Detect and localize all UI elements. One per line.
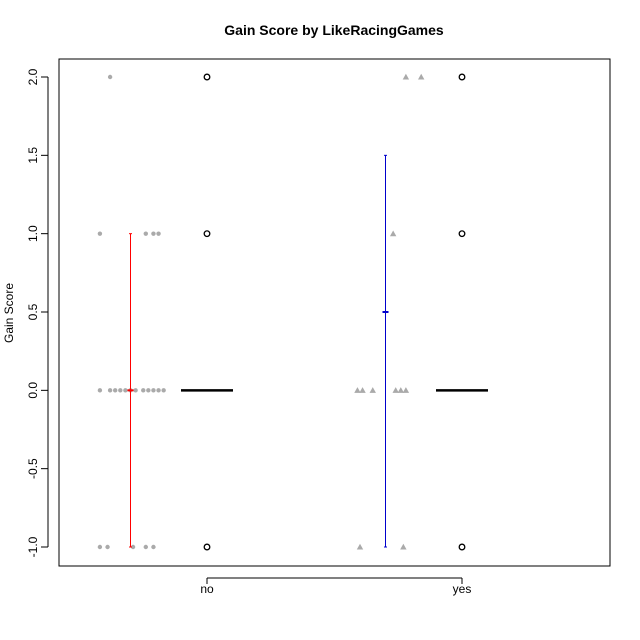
strip-point (359, 387, 366, 393)
y-tick-label: 0.5 (26, 303, 40, 320)
strip-point (369, 387, 376, 393)
strip-point (389, 230, 397, 237)
strip-point (161, 388, 166, 393)
strip-point (146, 388, 151, 393)
plot-content (97, 73, 488, 551)
strip-point (143, 231, 148, 236)
group-yes (354, 73, 488, 551)
strip-point (156, 231, 161, 236)
y-axis: -1.0 -0.5 0.0 0.5 1.0 1.5 2.0 (26, 68, 49, 557)
box-outlier (203, 230, 211, 238)
box-outlier (458, 230, 466, 238)
box-outlier (458, 543, 466, 551)
x-tick-label: yes (453, 582, 472, 596)
strip-point (356, 543, 364, 550)
strip-point (151, 388, 156, 393)
box-outlier (203, 73, 211, 81)
strip-point (123, 388, 128, 393)
strip-point (354, 387, 361, 393)
strip-point (113, 388, 118, 393)
strip-point (392, 387, 399, 393)
strip-point (105, 544, 110, 550)
y-tick-label: 1.0 (26, 225, 40, 242)
box-outlier (203, 543, 211, 551)
strip-point (107, 74, 113, 80)
y-axis-label: Gain Score (2, 283, 16, 343)
y-tick-label: 2.0 (26, 68, 40, 85)
strip-point (141, 388, 146, 393)
plot-frame (58, 58, 611, 567)
chart-title: Gain Score by LikeRacingGames (224, 22, 444, 38)
x-tick-label: no (200, 582, 214, 596)
strip-point (97, 544, 103, 550)
strip-point (402, 73, 410, 80)
x-axis: no yes (200, 577, 472, 596)
group-no (97, 73, 233, 551)
y-tick-label: -1.0 (26, 536, 40, 557)
strip-point (402, 387, 410, 393)
strip-point (418, 73, 425, 80)
strip-point (151, 231, 156, 236)
box-outlier (458, 73, 466, 81)
y-tick-label: -0.5 (26, 458, 40, 479)
strip-point (143, 544, 148, 550)
strip-point (400, 543, 407, 550)
strip-point (133, 388, 138, 393)
strip-point (107, 388, 113, 393)
strip-point (151, 544, 156, 550)
strip-point (97, 388, 103, 393)
strip-point (130, 544, 136, 550)
y-tick-label: 1.5 (26, 147, 40, 164)
strip-point (118, 388, 123, 393)
strip-point (156, 388, 161, 393)
strip-point (397, 387, 404, 393)
strip-point (97, 231, 103, 236)
y-tick-label: 0.0 (26, 382, 40, 399)
